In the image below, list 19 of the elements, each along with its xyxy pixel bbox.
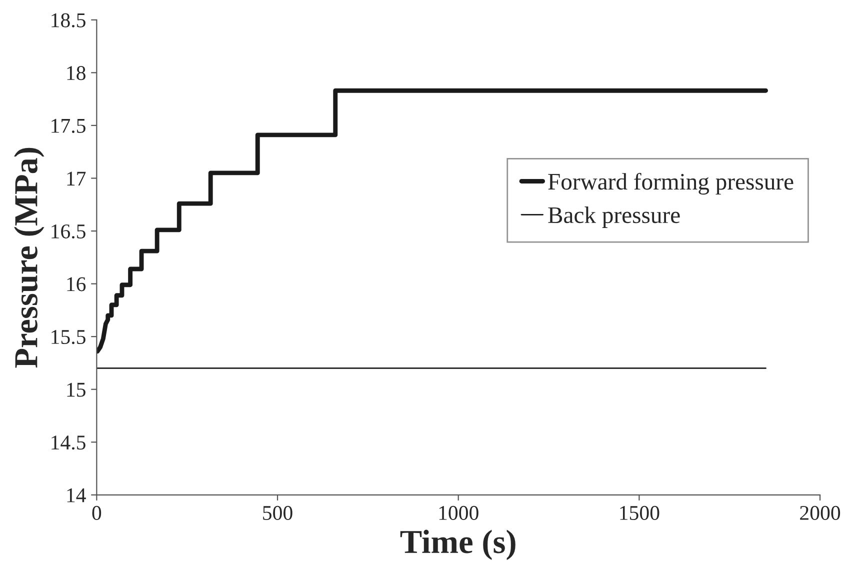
x-tick-label: 1000 [439, 506, 478, 520]
x-tick-label: 1500 [620, 506, 660, 520]
x-tick-label: 0 [92, 506, 102, 520]
y-tick-label: 15 [67, 382, 86, 397]
y-tick-label: 16 [67, 277, 86, 292]
x-axis-title: Time (s) [400, 530, 516, 560]
y-tick-label: 17 [67, 172, 86, 186]
legend-label: Back pressure [548, 206, 680, 228]
y-tick-label: 18 [67, 66, 86, 80]
x-tick-label: 2000 [800, 506, 840, 520]
y-tick-label: 14.5 [52, 436, 86, 450]
y-tick-label: 14 [67, 488, 86, 502]
y-tick-label: 17.5 [52, 118, 86, 133]
x-tick-label: 500 [263, 506, 292, 520]
y-tick-label: 15.5 [52, 330, 86, 344]
y-tick-label: 16.5 [52, 224, 86, 239]
y-axis-title: Pressure (MPa) [14, 148, 44, 368]
legend-label: Forward forming pressure [548, 172, 794, 195]
y-tick-label: 18.5 [52, 13, 86, 28]
